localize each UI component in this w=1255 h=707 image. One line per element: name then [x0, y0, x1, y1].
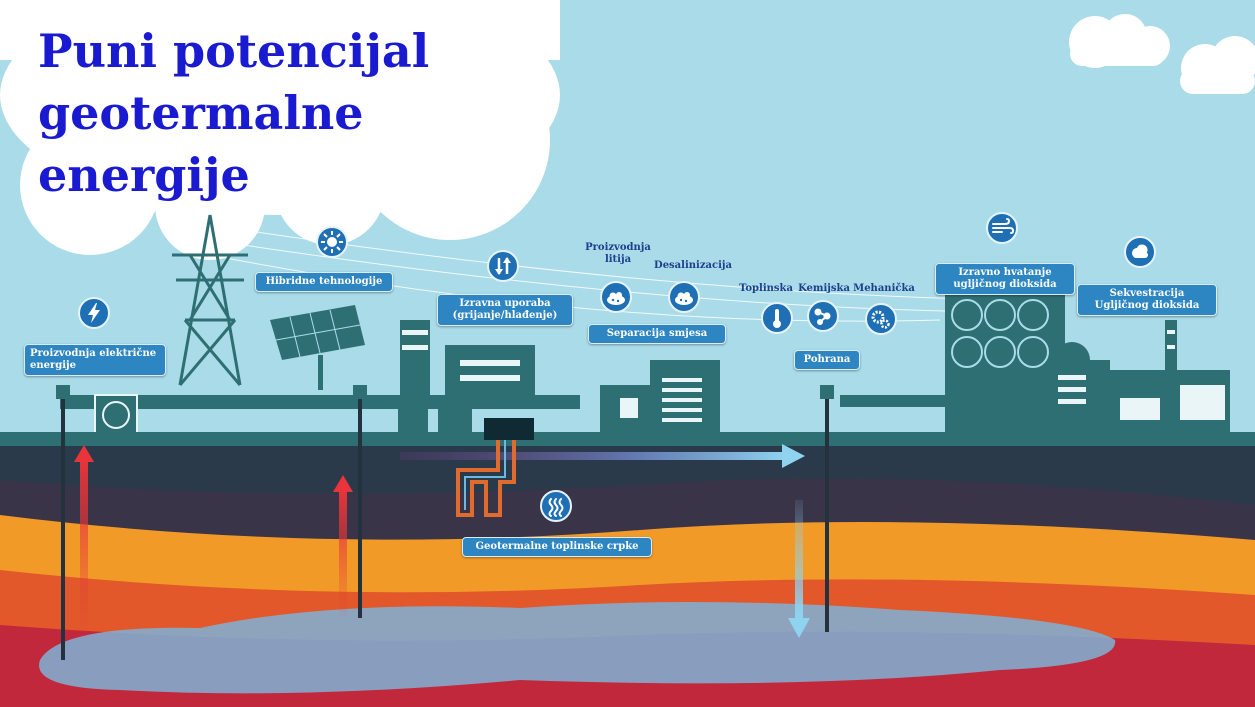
reservoir [39, 601, 1116, 694]
power-unit [94, 394, 138, 436]
heat-pump-loop [456, 440, 516, 517]
label-desalination: Desalinizacija [654, 260, 732, 271]
ground-surface [0, 432, 1255, 446]
up-down-arrows-icon [487, 250, 519, 282]
title-line-3: energije [38, 148, 250, 202]
chimney [402, 330, 1175, 350]
rocks-icon [600, 281, 632, 313]
gears-icon [865, 303, 897, 335]
lightning-icon [78, 297, 110, 329]
label-lithium: Proizvodnja litija [585, 242, 651, 265]
title-cloud [0, 0, 560, 260]
label-sequestration: Sekvestracija Ugljičnog dioksida [1077, 284, 1217, 316]
label-thermal: Toplinska [739, 283, 793, 294]
carbon-capture-fans [951, 299, 1049, 368]
page-title: Puni potencijal geotermalne energije [38, 20, 458, 206]
label-electricity: Proizvodnja električne energije [24, 344, 166, 376]
label-hybrid: Hibridne tehnologije [255, 272, 393, 292]
rocks-icon [668, 281, 700, 313]
cloud-icon [1124, 236, 1156, 268]
label-storage: Pohrana [794, 350, 860, 370]
heat-waves-icon [540, 490, 572, 522]
arrow-down-shaft [795, 500, 803, 620]
wind-icon [986, 212, 1018, 244]
arrow-up-left-shaft [80, 460, 88, 640]
layer-orange [0, 515, 1255, 600]
layer-purple [0, 478, 1255, 545]
thermometer-icon [761, 302, 793, 334]
arrow-right-shaft [400, 452, 785, 460]
arrow-up-mid-head [333, 475, 353, 492]
arrow-up-mid-shaft [339, 490, 347, 620]
arrow-down-head [788, 618, 810, 638]
well-heads [56, 385, 834, 399]
label-heat-pumps: Geotermalne toplinske crpke [462, 537, 652, 557]
heat-pump-unit [484, 418, 534, 440]
small-clouds [1069, 14, 1255, 94]
label-chemical: Kemijska [798, 283, 850, 294]
title-line-1: Puni potencijal [38, 24, 430, 78]
label-mechanical: Mehanička [853, 283, 915, 294]
label-separation: Separacija smjesa [588, 324, 726, 344]
title-line-2: geotermalne [38, 86, 364, 140]
houses [395, 390, 475, 436]
arrow-right-head [782, 444, 805, 468]
molecule-icon [807, 300, 839, 332]
label-direct-use: Izravna uporaba (grijanje/hlađenje) [437, 294, 573, 326]
solar-panels [270, 305, 365, 390]
skyline-details [460, 360, 1225, 422]
wells [61, 395, 829, 660]
transmission-tower [172, 214, 248, 386]
label-direct-capture: Izravno hvatanje ugljičnog dioksida [935, 263, 1075, 295]
sun-icon [316, 226, 348, 258]
arrow-up-left-head [74, 445, 94, 462]
